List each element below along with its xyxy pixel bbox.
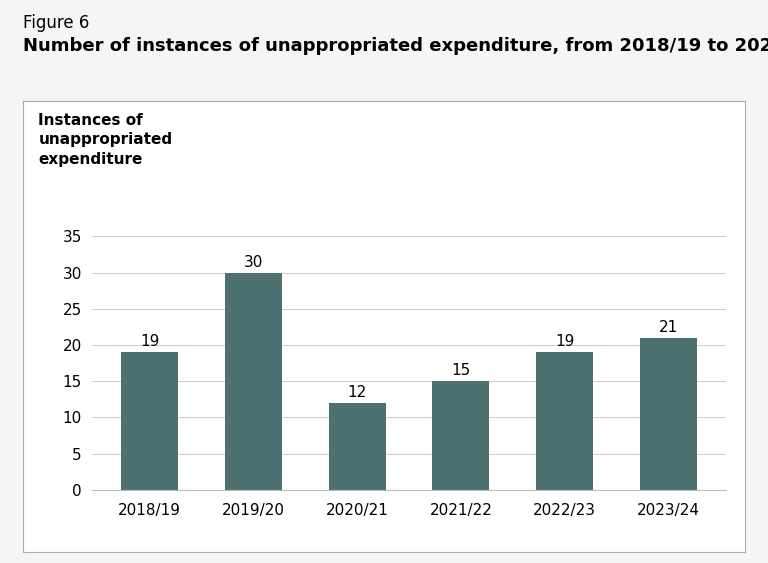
Text: 15: 15 [452,363,471,378]
Text: 19: 19 [140,334,159,350]
Bar [536,352,593,490]
Bar [432,381,489,490]
Bar [640,338,697,490]
Text: Number of instances of unappropriated expenditure, from 2018/19 to 2023/24: Number of instances of unappropriated ex… [23,37,768,55]
Bar [121,352,178,490]
Text: 21: 21 [659,320,678,335]
Text: Instances of
unappropriated
expenditure: Instances of unappropriated expenditure [38,113,173,167]
Bar [225,272,282,490]
Bar [329,403,386,490]
Text: 12: 12 [347,385,366,400]
Text: 19: 19 [555,334,574,350]
Text: 30: 30 [243,254,263,270]
Text: Figure 6: Figure 6 [23,14,89,32]
